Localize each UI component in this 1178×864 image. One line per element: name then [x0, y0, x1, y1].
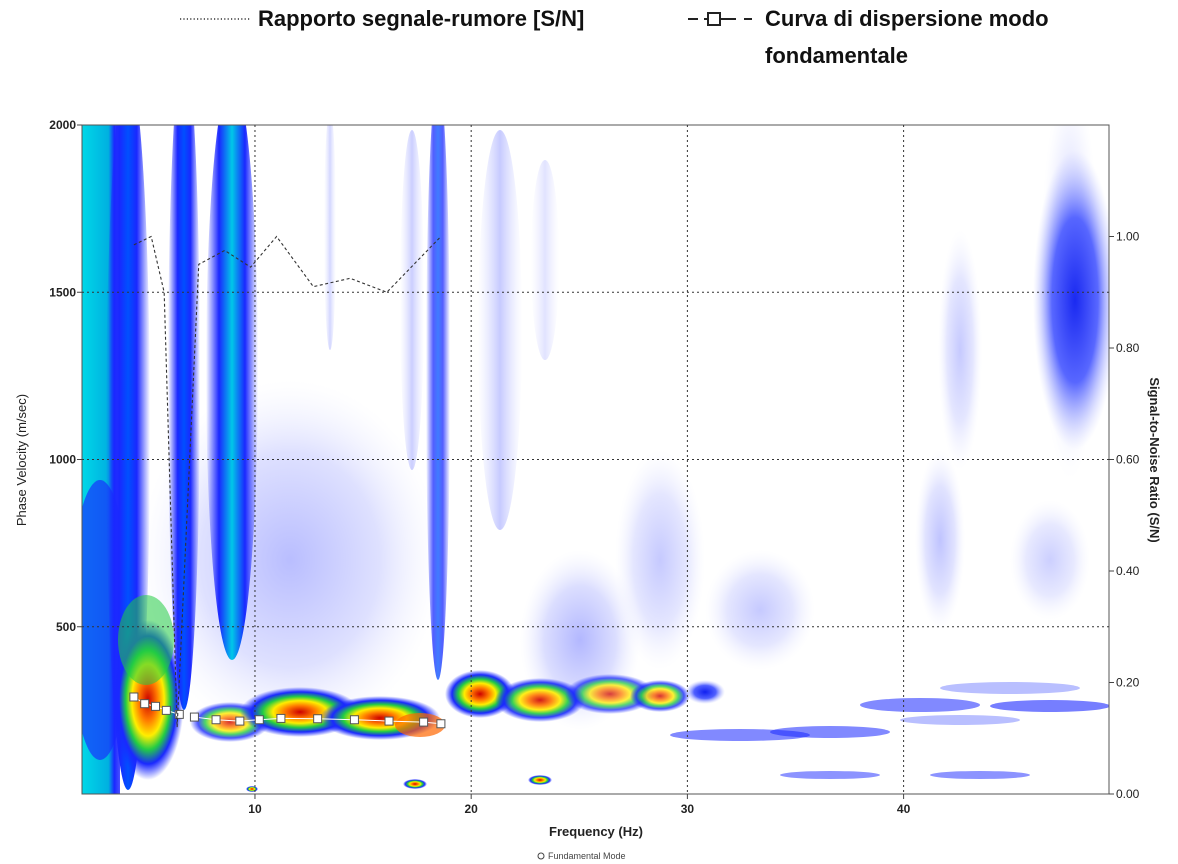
y-axis-title: Phase Velocity (m/sec): [14, 394, 29, 526]
fundamental-mode-point: [313, 714, 323, 724]
y-tick-label: 1500: [49, 285, 76, 299]
dashed-square-swatch: [688, 12, 752, 26]
fundamental-mode-point: [276, 713, 286, 723]
fundamental-mode-point: [174, 709, 184, 719]
fundamental-mode-legend-label: Fundamental Mode: [548, 851, 626, 861]
snr-legend-label: Rapporto segnale-rumore [S/N]: [258, 6, 585, 31]
fundamental-mode-point: [384, 716, 394, 726]
y2-tick-label: 0.80: [1116, 341, 1140, 355]
fundamental-mode-point: [254, 715, 264, 725]
fundamental-mode-point: [436, 719, 446, 729]
gridlines: [82, 125, 1109, 794]
y-tick-label: 1000: [49, 453, 76, 467]
y2-axis-title: Signal-to-Noise Ratio (S/N): [1147, 377, 1162, 542]
y2-tick-label: 0.60: [1116, 453, 1140, 467]
x-axis-title: Frequency (Hz): [549, 824, 643, 839]
x-tick-label: 10: [248, 802, 262, 816]
series-layer: [129, 235, 446, 729]
fundamental-mode-marker-icon: [537, 852, 545, 860]
fundamental-mode-point: [151, 701, 161, 711]
y2-tick-label: 0.20: [1116, 676, 1140, 690]
fundamental-mode-point: [161, 705, 171, 715]
fundamental-mode-point: [129, 692, 139, 702]
fundamental-mode-legend: Fundamental Mode: [537, 851, 626, 861]
dispersion-legend-label-line1: Curva di dispersione modo: [765, 6, 1049, 31]
fundamental-mode-point: [189, 712, 199, 722]
fundamental-mode-point: [235, 716, 245, 726]
y2-tick-label: 1.00: [1116, 230, 1140, 244]
phase-velocity-spectrum: [82, 125, 1109, 794]
dispersion-legend-label-line2: fondamentale: [765, 43, 909, 68]
y-tick-label: 2000: [49, 118, 76, 132]
x-tick-label: 40: [897, 802, 911, 816]
dotted-line-swatch: [180, 18, 250, 20]
x-tick-label: 30: [681, 802, 695, 816]
y2-tick-label: 0.40: [1116, 564, 1140, 578]
fundamental-mode-point: [349, 715, 359, 725]
chart-legend: Rapporto segnale-rumore [S/N] Curva di d…: [0, 0, 1178, 80]
snr-line: [133, 235, 442, 728]
fundamental-mode-point: [211, 715, 221, 725]
y2-tick-label: 0.00: [1116, 787, 1140, 801]
fundamental-mode-point: [140, 699, 150, 709]
y-tick-label: 500: [56, 620, 76, 634]
fundamental-mode-point: [419, 717, 429, 727]
x-tick-label: 20: [464, 802, 478, 816]
tick-labels: 10 20 30 40 500 1000 1500 2000 0.00 0.20 0.40 0.60 0…: [49, 118, 1139, 816]
